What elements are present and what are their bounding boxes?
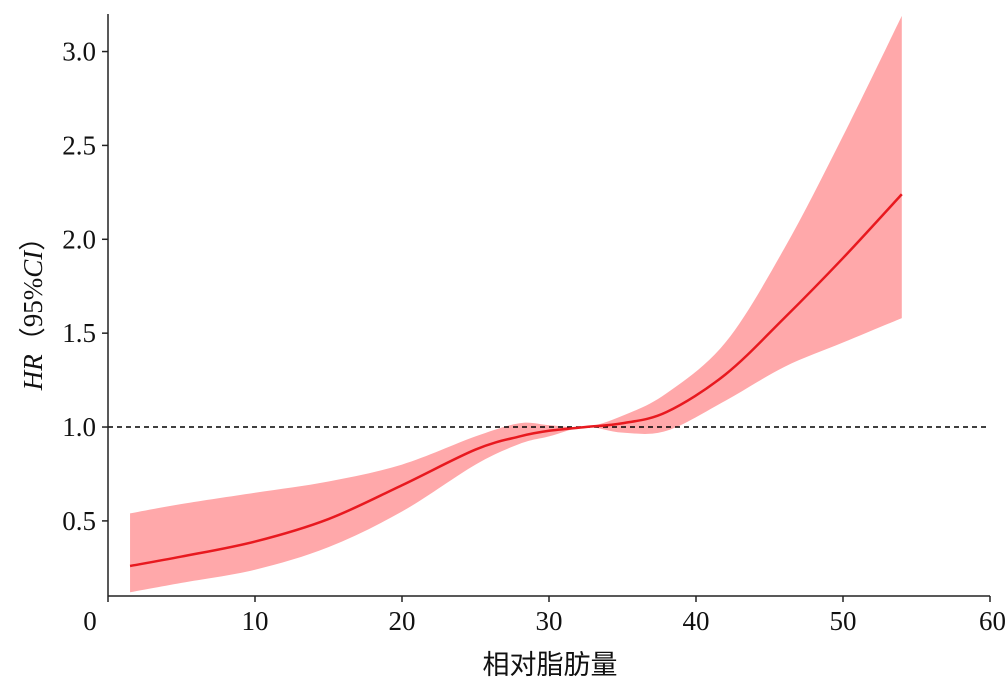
hr-curve-line	[129, 193, 903, 568]
y-tick-label: 2.5	[62, 130, 96, 160]
x-tick-label: 60	[979, 606, 1006, 636]
y-tick-label: 3.0	[62, 37, 96, 67]
y-axis-title-close: ）	[18, 224, 48, 251]
plot-area	[107, 14, 990, 597]
y-tick-label: 1.0	[62, 412, 96, 442]
x-tick-label: 10	[242, 606, 269, 636]
x-tick-label: 50	[830, 606, 857, 636]
y-tick-label: 1.5	[62, 318, 96, 348]
y-axis-title-hr: HR	[18, 354, 48, 391]
y-tick-label: 2.0	[62, 224, 96, 254]
y-axis-title-open: （	[18, 327, 48, 354]
x-axis-title: 相对脂肪量	[483, 650, 618, 681]
confidence-band	[130, 15, 902, 593]
x-axis-ticks: 0 10 20 30 40 50 60	[83, 596, 1006, 636]
x-tick-label: 20	[389, 606, 416, 636]
x-tick-label: 30	[536, 606, 563, 636]
y-axis-title-ci: CI	[18, 249, 48, 278]
x-tick-label: 40	[683, 606, 710, 636]
y-axis-title: HR（95%CI）	[18, 224, 48, 392]
y-axis-ticks: 0.5 1.0 1.5 2.0 2.5 3.0	[62, 37, 108, 536]
y-axis-title-pct: 95%	[18, 278, 48, 328]
x-tick-label: 0	[83, 606, 97, 636]
y-tick-label: 0.5	[62, 506, 96, 536]
